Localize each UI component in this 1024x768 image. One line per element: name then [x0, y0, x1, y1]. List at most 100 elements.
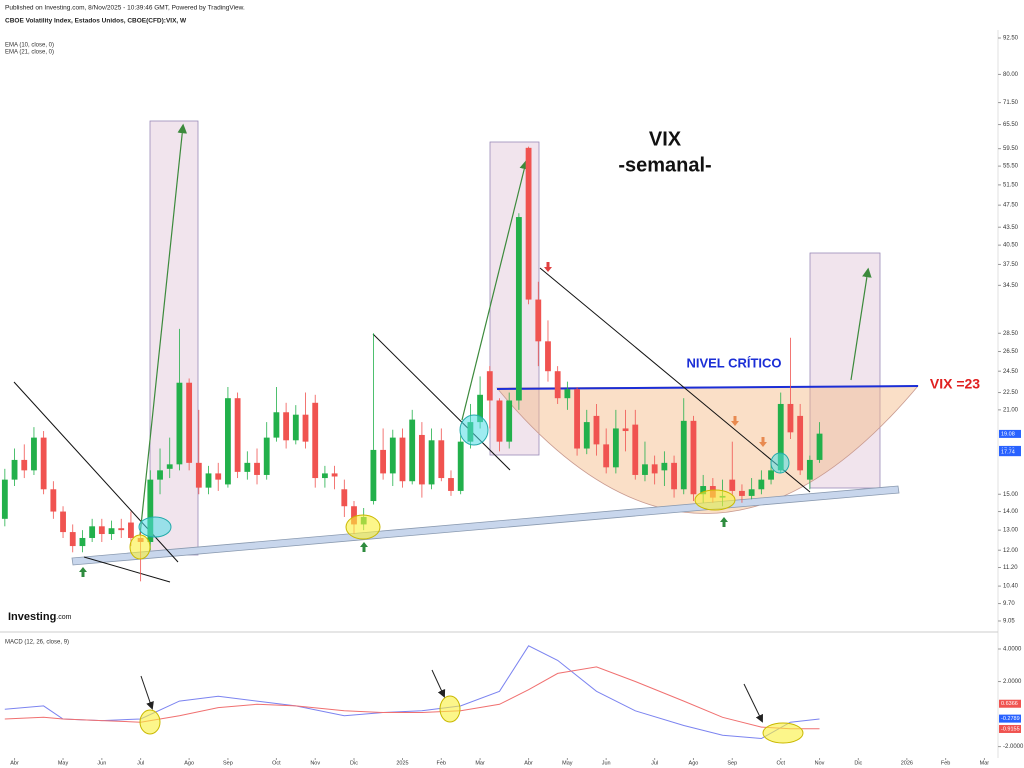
- price-tag: [999, 448, 1021, 457]
- highlight: [439, 695, 461, 723]
- y-tick-label: 11.20: [1003, 565, 1018, 571]
- y-tick-label: 9.05: [1003, 619, 1015, 625]
- candle-body: [457, 441, 464, 491]
- candle-body: [661, 462, 668, 471]
- logo: Investing.com: [8, 611, 72, 623]
- annotation-subtitle: -semanal-: [618, 154, 711, 176]
- candle-body: [331, 473, 338, 477]
- candle-body: [777, 403, 784, 471]
- y-tick-label: 12.00: [1003, 548, 1019, 554]
- price-tag-label: -0.2789: [1001, 716, 1020, 722]
- candle-body: [157, 470, 163, 480]
- highlight: [345, 514, 381, 540]
- candle-body: [418, 434, 425, 485]
- candle-body: [166, 464, 173, 469]
- candle-body: [651, 464, 658, 474]
- x-tick-label: Sep: [727, 760, 737, 766]
- up-marker: [720, 517, 728, 527]
- x-tick-label: Ago: [184, 760, 194, 766]
- candle-body: [283, 412, 290, 441]
- bowl: [496, 385, 919, 514]
- candle-body: [389, 437, 396, 474]
- candle-body: [128, 522, 134, 538]
- candle-body: [622, 428, 629, 432]
- highlight: [694, 489, 736, 511]
- down-marker: [759, 437, 767, 447]
- pointer-arrow: [431, 669, 446, 698]
- candle-body: [671, 462, 677, 490]
- y-tick-label: 10.40: [1003, 584, 1019, 590]
- candle-body: [1, 479, 8, 519]
- x-tick-label: Nov: [310, 760, 320, 766]
- candle-body: [98, 526, 105, 535]
- y-tick-label: 37.50: [1003, 262, 1019, 268]
- up-arrow: [139, 123, 188, 536]
- candle-body: [380, 449, 387, 474]
- x-tick-label: May: [58, 760, 69, 766]
- x-tick-label: Feb: [941, 760, 950, 766]
- down-marker: [731, 416, 739, 426]
- y-tick-label: 14.00: [1003, 509, 1019, 515]
- x-tick-label: Jul: [651, 760, 658, 766]
- x-tick-label: Oct: [272, 760, 281, 766]
- candle-body: [89, 526, 96, 538]
- candle-body: [79, 537, 86, 547]
- y-tick-label: 4.0000: [1003, 647, 1022, 653]
- candle-body: [60, 511, 66, 533]
- candle-body: [612, 428, 619, 468]
- candle-body: [525, 147, 532, 300]
- y-tick-label: 80.00: [1003, 72, 1019, 78]
- x-tick-label: Sep: [223, 760, 233, 766]
- up-arrow: [850, 267, 872, 381]
- candle-body: [515, 217, 522, 401]
- trend-line: [539, 267, 811, 493]
- price-tag-label: 19.08: [1001, 431, 1015, 437]
- y-tick-label: 13.00: [1003, 528, 1019, 534]
- candle-body: [244, 462, 251, 472]
- candle-body: [321, 473, 328, 479]
- highlight: [762, 722, 804, 744]
- candle-body: [370, 449, 377, 502]
- candle-body: [341, 489, 348, 507]
- candle-body: [234, 398, 241, 472]
- candle-body: [806, 459, 813, 480]
- up-marker: [360, 542, 368, 552]
- y-tick-label: 43.50: [1003, 225, 1019, 231]
- candle-body: [215, 473, 222, 480]
- y-tick-label: 92.50: [1003, 36, 1019, 42]
- y-tick-label: 24.50: [1003, 369, 1019, 375]
- price-tag: [999, 714, 1021, 723]
- price-tag-label: 0.6366: [1001, 701, 1018, 707]
- candle-body: [506, 400, 513, 442]
- candle-body: [486, 371, 493, 401]
- y-tick-label: 9.70: [1003, 601, 1015, 607]
- y-tick-label: 22.50: [1003, 390, 1019, 396]
- x-tick-label: 2026: [901, 760, 913, 766]
- candle-body: [254, 462, 260, 475]
- candle-body: [118, 528, 125, 531]
- candle-body: [292, 414, 299, 441]
- x-tick-label: Mar: [980, 760, 990, 766]
- candle-body: [176, 382, 183, 465]
- y-tick-label: 71.50: [1003, 100, 1019, 106]
- x-tick-label: Oct: [776, 760, 785, 766]
- x-tick-label: Dic: [854, 760, 862, 766]
- indicator-label: EMA (10, close, 0): [5, 43, 54, 49]
- candle-body: [816, 433, 823, 460]
- candle-body: [273, 412, 280, 438]
- trend-line: [83, 556, 171, 583]
- x-tick-label: Nov: [815, 760, 825, 766]
- indicator-label: EMA (21, close, 0): [5, 50, 54, 56]
- price-tag-label: 17.74: [1001, 450, 1015, 456]
- candle-body: [564, 389, 571, 399]
- candle-body: [535, 299, 542, 342]
- y-tick-label: 55.50: [1003, 164, 1019, 170]
- candle-body: [739, 490, 745, 496]
- candle-body: [11, 459, 18, 480]
- candle-body: [21, 459, 28, 471]
- up-marker: [79, 567, 87, 577]
- symbol-title: CBOE Volatility Index, Estados Unidos, C…: [5, 18, 187, 25]
- candle-body: [729, 479, 736, 491]
- highlight: [139, 709, 161, 735]
- candle-body: [409, 419, 416, 482]
